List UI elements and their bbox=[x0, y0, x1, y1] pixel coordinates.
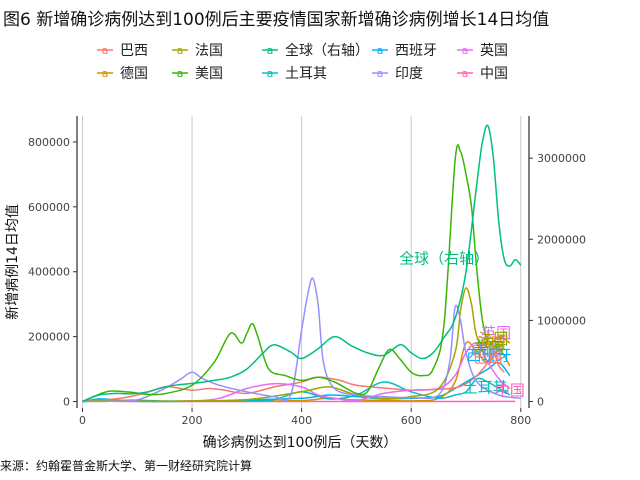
legend-key-glyph: a bbox=[462, 67, 469, 80]
legend: a 巴西 a 法国 a 全球（右轴） a 西班牙 a 英国 a 德国 a 美国 a 土耳其 a 印度 a 中国 bbox=[97, 42, 508, 82]
y-tick-label: 600000 bbox=[28, 201, 70, 214]
legend-label: 中国 bbox=[480, 66, 508, 82]
legend-label: 美国 bbox=[195, 66, 223, 82]
series-line bbox=[82, 287, 511, 403]
x-tick-label: 400 bbox=[291, 414, 312, 427]
y-tick-label: 0 bbox=[63, 396, 70, 409]
y2-tick-label: 0 bbox=[537, 396, 544, 409]
y-tick-label: 400000 bbox=[28, 266, 70, 279]
x-tick-label: 800 bbox=[510, 414, 531, 427]
series-annotation: 法国 bbox=[478, 330, 508, 348]
axis-ticks: 0 200 400 600 800 0 200000 400000 600000 800000 0 1… bbox=[28, 136, 586, 427]
gridlines bbox=[81, 116, 522, 408]
series-annotation: 巴西 bbox=[473, 349, 503, 367]
legend-key-glyph: a bbox=[267, 44, 274, 57]
legend-key-glyph: a bbox=[102, 44, 109, 57]
source-note: 来源：约翰霍普金斯大学、第一财经研究院计算 bbox=[0, 458, 252, 473]
x-axis-title: 确诊病例达到100例后（天数） bbox=[203, 435, 398, 451]
legend-key-glyph: a bbox=[177, 67, 184, 80]
series-line bbox=[82, 144, 489, 403]
y2-tick-label: 1000000 bbox=[537, 314, 586, 327]
y-tick-label: 800000 bbox=[28, 136, 70, 149]
chart-title: 图6 新增确诊病例达到100例后主要疫情国家新增确诊病例增长14日均值 bbox=[3, 10, 549, 30]
legend-label: 西班牙 bbox=[395, 43, 437, 59]
y-tick-label: 200000 bbox=[28, 331, 70, 344]
legend-label: 全球（右轴） bbox=[285, 42, 369, 59]
legend-key-glyph: a bbox=[267, 67, 274, 80]
x-tick-label: 0 bbox=[79, 414, 86, 427]
series-annotation: 土耳其 bbox=[463, 378, 508, 396]
legend-label: 英国 bbox=[480, 42, 508, 59]
legend-key-glyph: a bbox=[177, 44, 184, 57]
legend-key-glyph: a bbox=[102, 67, 109, 80]
y2-tick-label: 3000000 bbox=[537, 152, 586, 165]
y-axis-title: 新增病例14日均值 bbox=[5, 204, 21, 320]
series-annotation: 德国 bbox=[476, 335, 506, 353]
legend-label: 印度 bbox=[395, 66, 423, 82]
series-annotation: 美国 bbox=[474, 339, 504, 357]
y2-tick-label: 2000000 bbox=[537, 233, 586, 246]
series-annotation: 印度 bbox=[472, 342, 502, 360]
series-annotation: 西班牙 bbox=[466, 346, 511, 364]
legend-key-glyph: a bbox=[462, 44, 469, 57]
legend-label: 德国 bbox=[120, 66, 148, 82]
x-tick-label: 600 bbox=[401, 414, 422, 427]
legend-key-glyph: a bbox=[377, 67, 384, 80]
x-tick-label: 200 bbox=[182, 414, 203, 427]
series-annotation: 全球（右轴） bbox=[399, 250, 489, 268]
legend-label: 法国 bbox=[195, 43, 223, 59]
series-annotation: 英国 bbox=[481, 324, 511, 342]
legend-key-glyph: a bbox=[377, 44, 384, 57]
series-lines bbox=[82, 124, 522, 403]
legend-label: 土耳其 bbox=[285, 66, 327, 82]
series-annotation: 中国 bbox=[495, 382, 525, 400]
series-line bbox=[82, 124, 522, 403]
legend-label: 巴西 bbox=[120, 43, 148, 59]
